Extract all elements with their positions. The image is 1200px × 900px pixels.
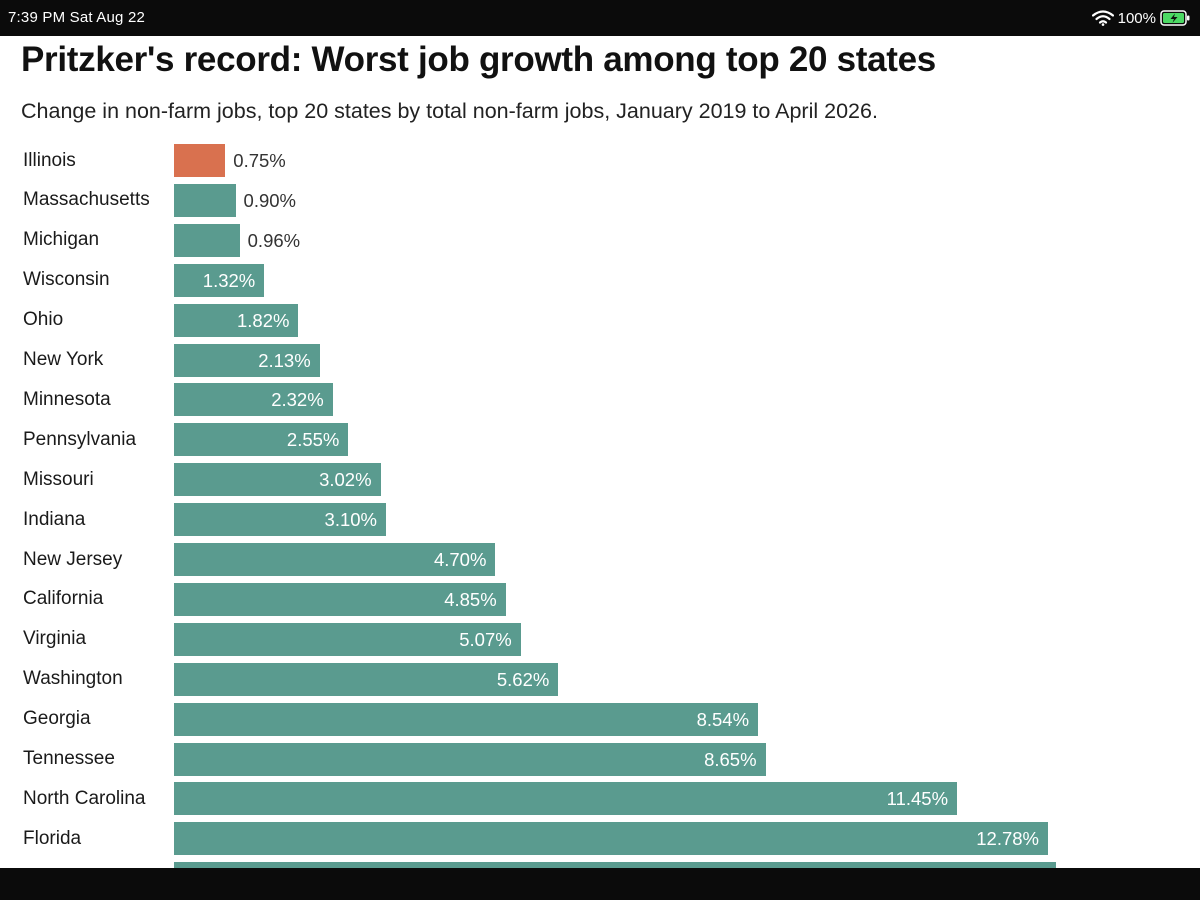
bar (174, 423, 349, 457)
bar (174, 582, 506, 616)
value-label: 2.32% (271, 389, 324, 411)
category-label: Illinois (23, 149, 76, 171)
value-label: 12.78% (976, 828, 1039, 850)
bar (174, 343, 320, 377)
value-label: 1.32% (202, 269, 256, 291)
bar (174, 742, 766, 776)
category-label: Washington (23, 668, 123, 690)
value-label: 2.13% (258, 349, 311, 371)
bottom-bar (0, 868, 1200, 900)
status-bar: 7:39 PM Sat Aug 22 100% (0, 0, 1200, 36)
bar (174, 463, 381, 497)
value-label: 1.82% (236, 309, 290, 331)
bar-chart: Illinois 0.75% Massachusetts 0.90% Michigan 0… (23, 144, 1057, 868)
category-label: Tennessee (23, 748, 115, 769)
status-indicators: 100% (1091, 7, 1190, 29)
value-label: 3.10% (324, 509, 377, 531)
value-label: 0.75% (233, 150, 286, 171)
bar (174, 543, 496, 576)
bar (174, 223, 240, 257)
category-label: Massachusetts (23, 189, 150, 211)
value-label: 3.02% (319, 469, 372, 491)
value-label: 0.96% (247, 229, 301, 251)
value-label: 4.70% (433, 549, 487, 570)
category-label: Florida (23, 827, 82, 849)
value-label: 4.85% (444, 588, 497, 610)
value-label: 0.90% (243, 189, 297, 211)
wifi-icon (1091, 10, 1114, 26)
value-label: 2.55% (286, 429, 340, 451)
chart-subtitle: Change in non-farm jobs, top 20 states b… (21, 99, 878, 123)
chart-title: Pritzker's record: Worst job growth amon… (21, 40, 936, 79)
value-label: 8.54% (696, 708, 750, 730)
category-label: Indiana (23, 508, 86, 530)
category-label: California (23, 588, 104, 610)
bar (174, 662, 559, 696)
bar (174, 822, 1048, 856)
bar (174, 622, 521, 656)
category-label: New Jersey (23, 548, 123, 570)
value-label: 8.65% (704, 748, 757, 770)
bar (174, 503, 386, 537)
bar (174, 303, 299, 337)
bar (174, 263, 265, 297)
status-time: 7:39 PM Sat Aug 22 (8, 9, 146, 26)
bar (174, 183, 236, 217)
category-label: Georgia (23, 708, 91, 730)
bar (174, 782, 958, 816)
category-label: Virginia (23, 628, 87, 650)
value-label: 5.62% (496, 668, 550, 690)
battery-charging-icon (1160, 10, 1190, 26)
category-label: New York (23, 349, 104, 370)
bar-partially-visible (174, 862, 1057, 868)
category-label: Wisconsin (23, 269, 110, 291)
bar (174, 144, 226, 177)
category-label: Ohio (23, 309, 64, 331)
category-label: Minnesota (23, 388, 111, 410)
category-label: Michigan (23, 229, 100, 251)
category-label: Pennsylvania (23, 428, 137, 450)
category-label: North Carolina (23, 787, 146, 809)
value-label: 11.45% (886, 788, 949, 810)
battery-percentage: 100% (1117, 9, 1156, 27)
value-label: 5.07% (459, 628, 512, 650)
bar (174, 383, 333, 417)
category-label: Missouri (23, 468, 94, 490)
bar (174, 702, 759, 736)
